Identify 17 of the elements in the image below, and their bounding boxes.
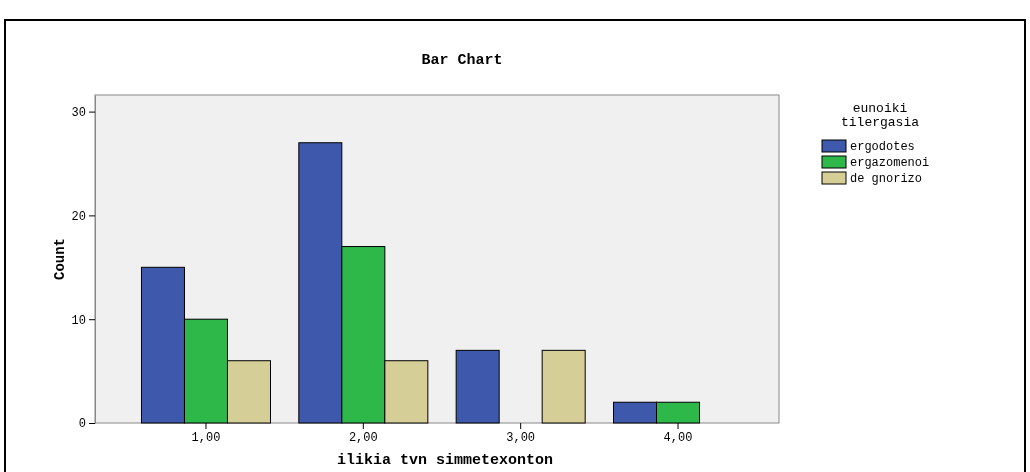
- legend-label: de gnorizo: [850, 172, 923, 186]
- y-tick-label: 20: [71, 209, 86, 224]
- bar: [541, 349, 586, 424]
- y-tick-label: 0: [78, 417, 86, 432]
- x-tick-label: 2,00: [348, 430, 378, 445]
- legend-label: ergazomenoi: [850, 156, 930, 170]
- legend-title: eunoiki tilergasia: [840, 101, 920, 130]
- legend-label: ergodotes: [850, 140, 915, 154]
- y-tick-label: 10: [71, 313, 86, 328]
- x-tick-label: 4,00: [663, 430, 693, 445]
- chart-title: Bar Chart: [421, 52, 503, 69]
- bar: [455, 349, 500, 424]
- y-axis-title: Count: [52, 237, 68, 281]
- x-tick-label: 1,00: [191, 430, 221, 445]
- y-tick-label: 30: [71, 105, 86, 120]
- x-tick-label: 3,00: [506, 430, 536, 445]
- x-axis-title: ilikia tvn simmetexonton: [336, 452, 554, 469]
